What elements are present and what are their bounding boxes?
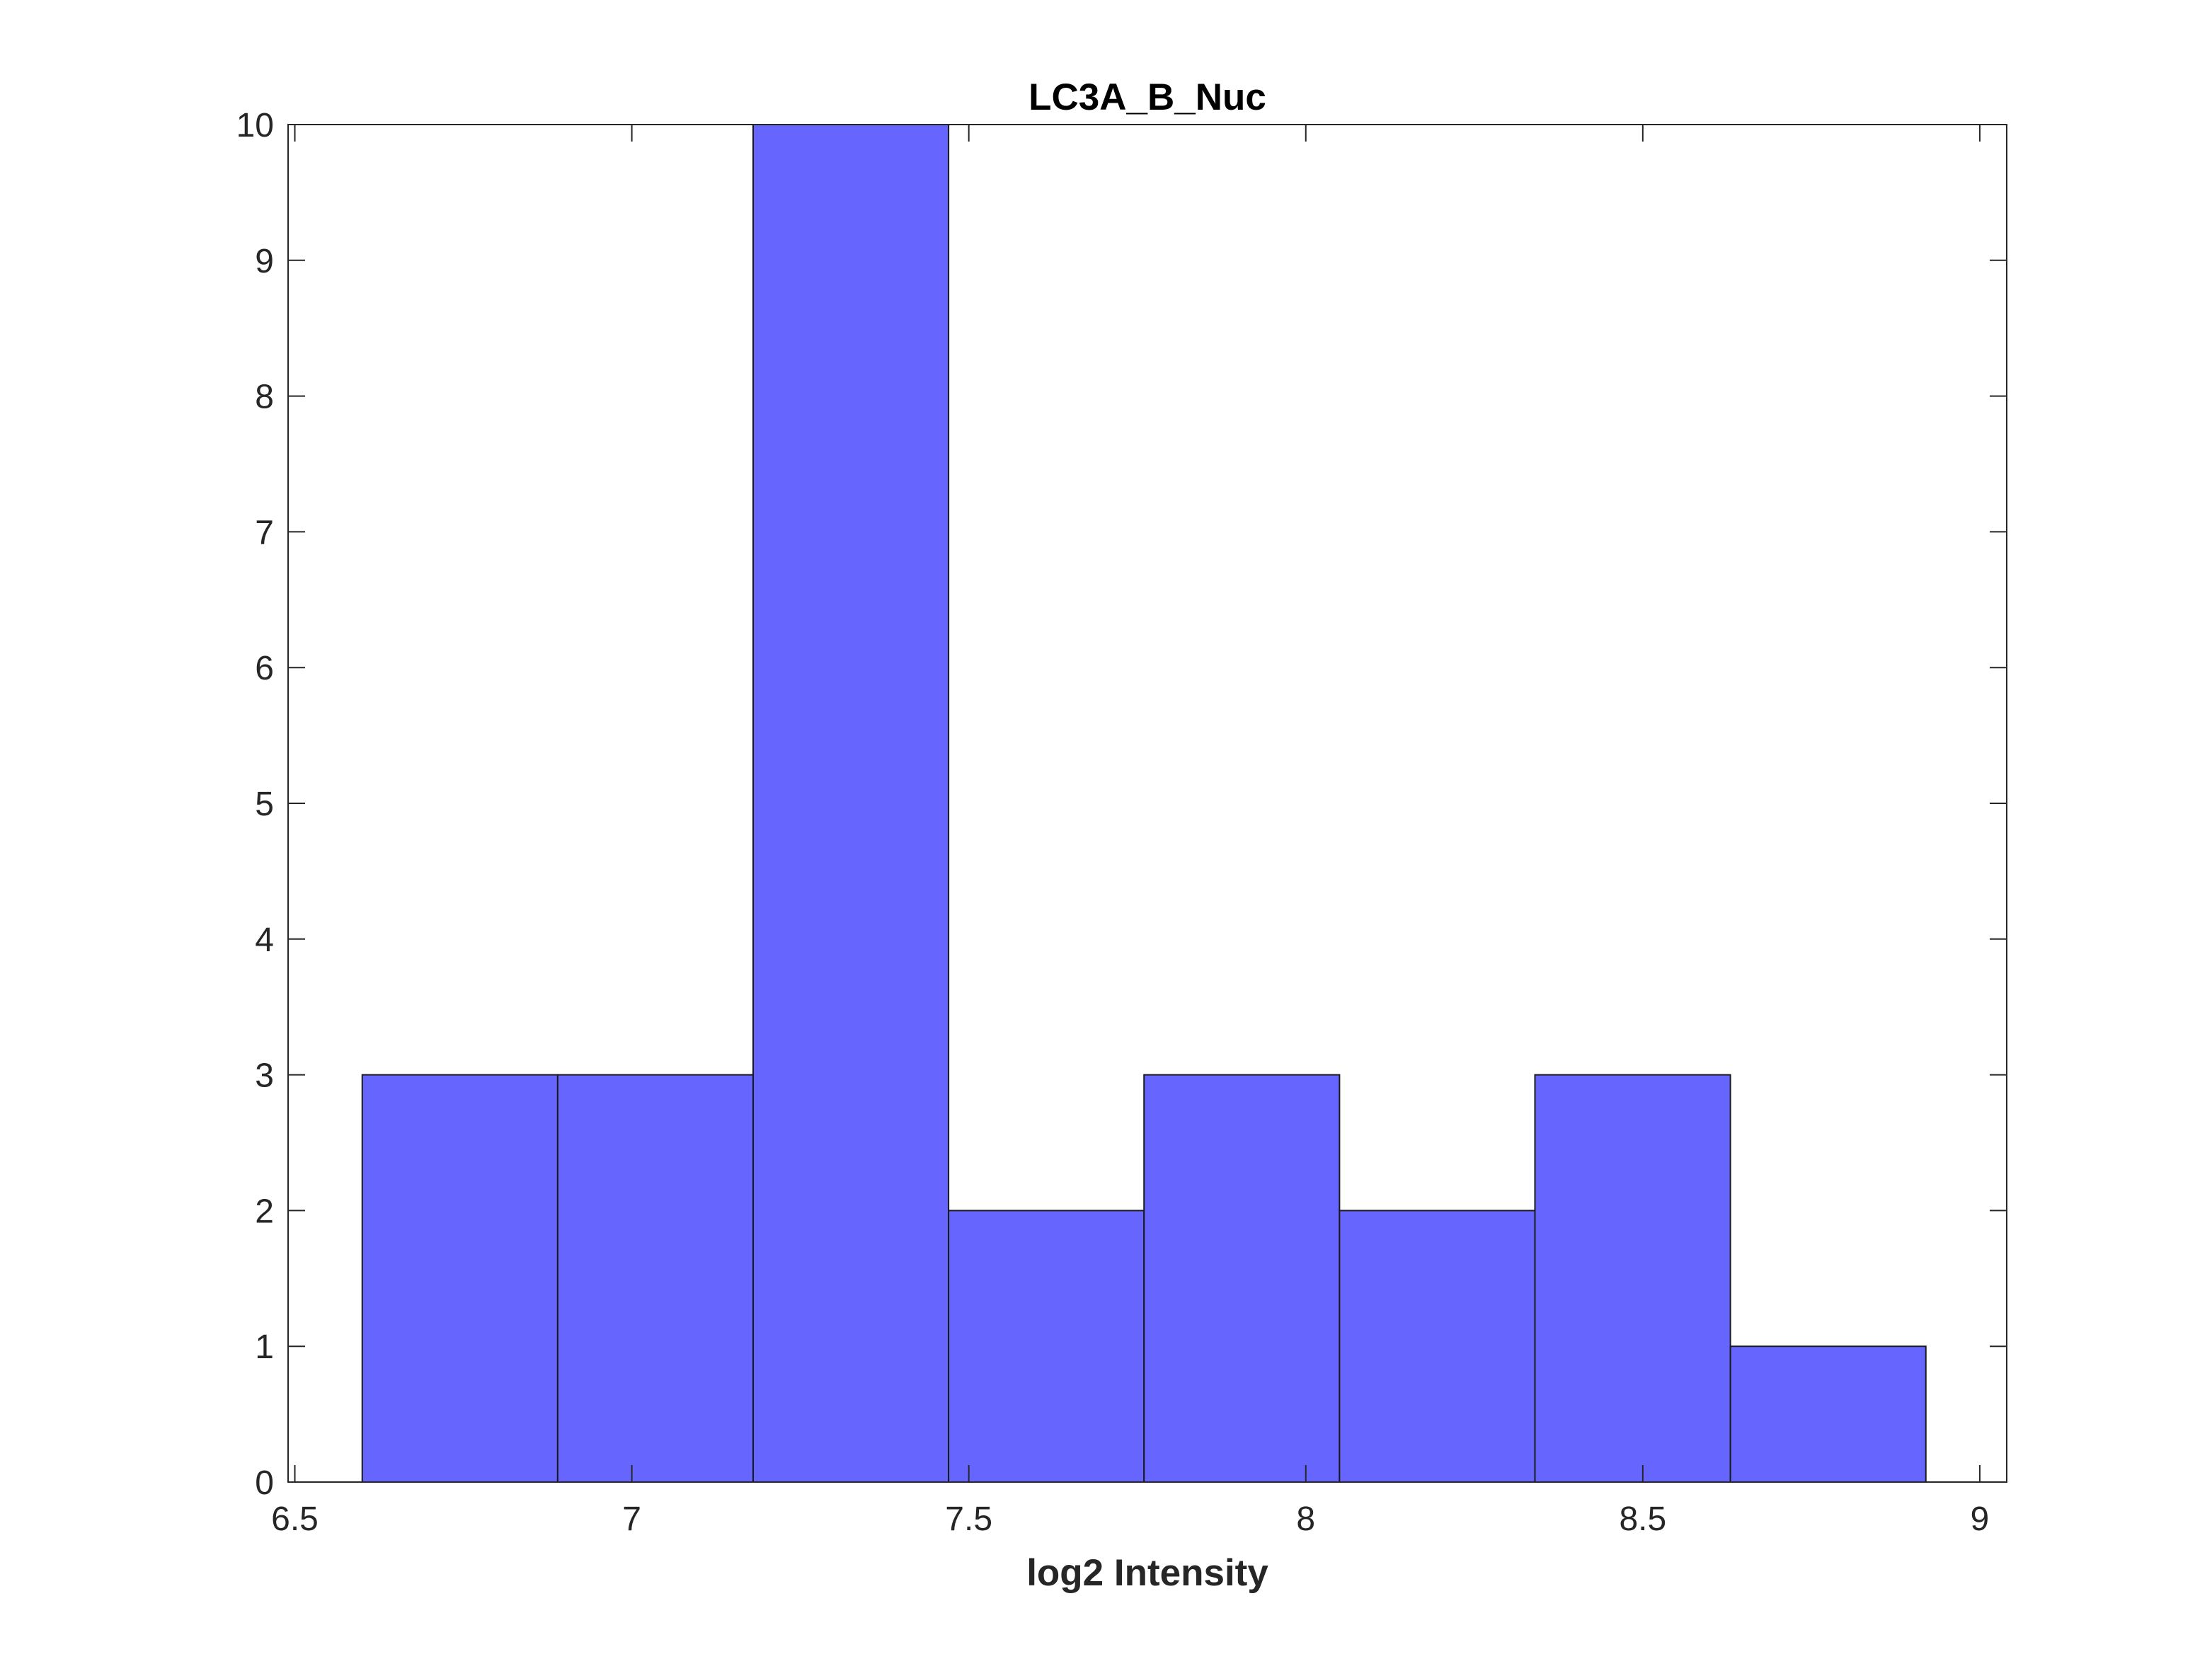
chart-title: LC3A_B_Nuc xyxy=(1028,76,1266,118)
axes-box xyxy=(287,124,2007,1483)
x-tick-label: 7.5 xyxy=(945,1500,992,1538)
bars-group xyxy=(361,124,1927,1483)
y-tick-label: 5 xyxy=(255,786,274,823)
histogram-bar-4 xyxy=(948,1210,1145,1483)
histogram-bar-1 xyxy=(361,1074,558,1483)
histogram-bar-2 xyxy=(556,1074,754,1483)
y-tick-label: 6 xyxy=(255,650,274,687)
y-tick-label: 4 xyxy=(255,922,274,959)
x-tick-label: 8.5 xyxy=(1619,1500,1666,1538)
y-tick-label: 2 xyxy=(255,1193,274,1230)
y-tick-label: 8 xyxy=(255,379,274,416)
histogram-bar-3 xyxy=(752,124,950,1483)
histogram-bar-6 xyxy=(1339,1210,1536,1483)
y-tick-label: 3 xyxy=(255,1057,274,1095)
histogram-bar-7 xyxy=(1534,1074,1731,1483)
y-tick-label: 1 xyxy=(255,1328,274,1366)
histogram-bar-5 xyxy=(1143,1074,1341,1483)
x-tick-label: 7 xyxy=(622,1500,641,1538)
y-tick-label: 7 xyxy=(255,514,274,551)
x-axis-label: log2 Intensity xyxy=(1026,1552,1268,1594)
x-tick-label: 9 xyxy=(1971,1500,1990,1538)
y-tick-label: 9 xyxy=(255,243,274,280)
y-tick-labels: 0 1 2 3 4 5 6 7 8 9 10 xyxy=(236,107,274,1502)
y-tick-label: 10 xyxy=(236,107,274,144)
x-tick-label: 8 xyxy=(1296,1500,1315,1538)
x-tick-label: 6.5 xyxy=(271,1500,319,1538)
y-tick-label: 0 xyxy=(255,1464,274,1502)
x-tick-labels: 6.5 7 7.5 8 8.5 9 xyxy=(271,1500,1989,1538)
histogram-bar-8 xyxy=(1729,1345,1927,1483)
